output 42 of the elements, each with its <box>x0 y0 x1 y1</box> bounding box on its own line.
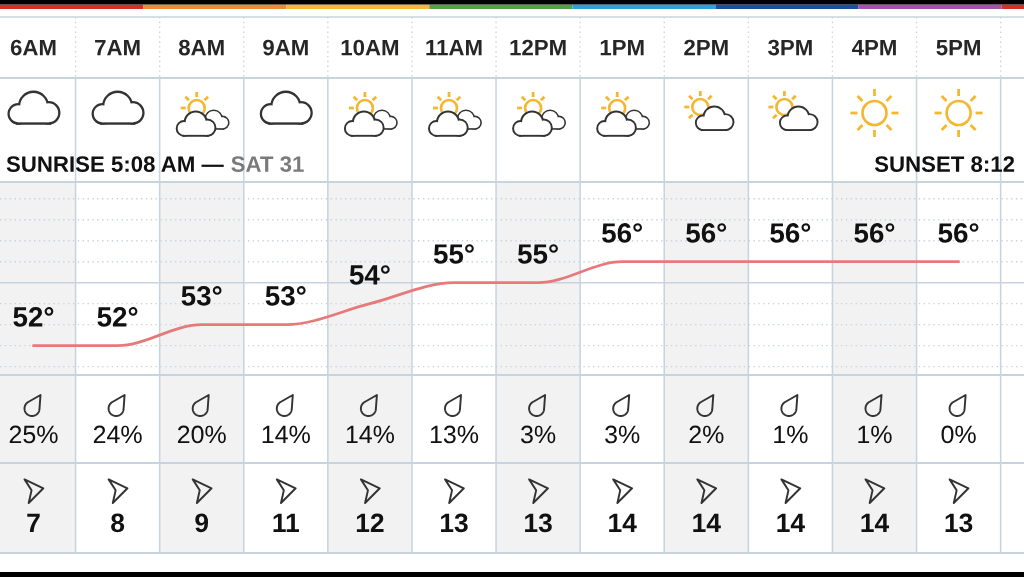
x-tick-label: 12PM <box>510 39 566 56</box>
data-label: 56° <box>938 223 979 243</box>
text: SUNRISE 5:08 AM — <box>6 156 224 172</box>
data-label: 55° <box>517 244 558 264</box>
x-tick-label: 8AM <box>178 39 224 56</box>
x-tick-label: 4PM <box>851 39 896 56</box>
data-label: 53° <box>265 286 306 306</box>
data-label: 56° <box>602 223 643 243</box>
data-label: 25% <box>9 425 58 444</box>
data-label: 56° <box>770 223 811 243</box>
data-label: 14 <box>609 513 637 532</box>
x-tick-label: 2PM <box>684 39 728 56</box>
x-tick-label: 10AM <box>341 39 399 56</box>
data-label: 52° <box>97 307 138 327</box>
data-label: 14 <box>777 513 805 532</box>
x-tick-label: 9AM <box>263 39 308 56</box>
text: SUNSET 8:12 <box>874 156 1015 172</box>
data-label: 56° <box>686 223 727 243</box>
data-label: 55° <box>433 244 474 264</box>
data-label: 11 <box>273 513 300 532</box>
data-label: 12 <box>356 513 384 532</box>
data-label: 13 <box>945 513 973 533</box>
data-label: 24% <box>93 425 142 444</box>
data-label: 0% <box>941 425 976 444</box>
data-label: 13 <box>525 513 552 533</box>
x-tick-label: 7AM <box>95 39 140 56</box>
data-label: 54° <box>349 265 390 285</box>
data-label: 53° <box>181 286 222 306</box>
text: SAT 31 <box>231 156 304 172</box>
data-label: 52° <box>13 307 54 327</box>
data-label: 8 <box>111 513 125 533</box>
x-tick-label: 11AM <box>426 39 482 56</box>
data-label: 7 <box>27 513 40 532</box>
data-label: 9 <box>195 513 209 533</box>
x-tick-label: 3PM <box>768 39 812 56</box>
data-label: 14 <box>861 513 890 532</box>
x-tick-label: 6AM <box>10 39 56 56</box>
data-label: 56° <box>854 223 895 243</box>
x-tick-label: 1PM <box>600 39 644 56</box>
data-label: 13 <box>440 513 468 533</box>
data-label: 14 <box>693 513 721 532</box>
x-tick-label: 5PM <box>936 39 980 56</box>
